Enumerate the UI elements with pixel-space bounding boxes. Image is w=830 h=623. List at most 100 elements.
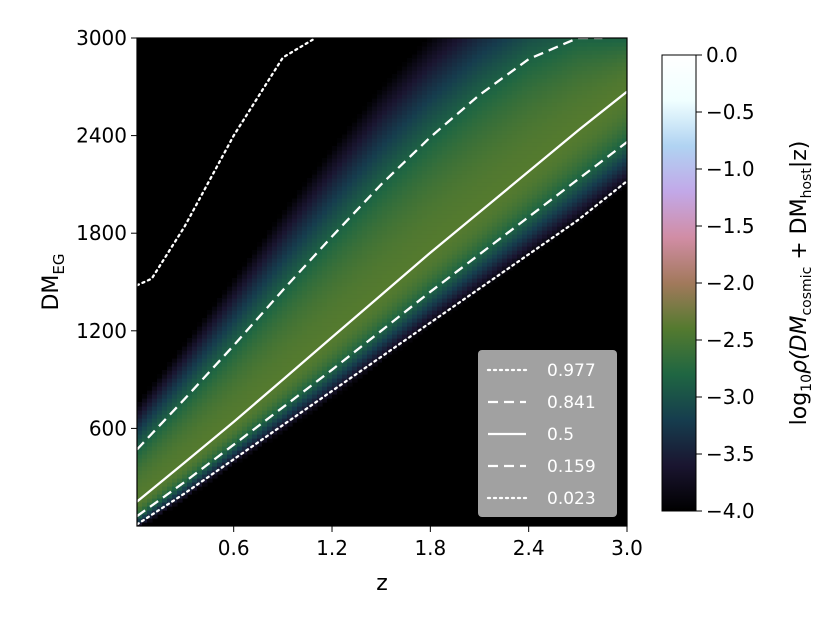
- heat-cell: [297, 274, 303, 279]
- heat-cell: [302, 262, 308, 267]
- heat-cell: [392, 246, 398, 251]
- heat-cell: [202, 462, 208, 467]
- heat-cell: [157, 498, 163, 503]
- heat-cell: [287, 226, 293, 231]
- heat-cell: [467, 62, 473, 67]
- heat-cell: [172, 382, 178, 387]
- heat-cell: [422, 134, 428, 139]
- heat-cell: [357, 238, 363, 243]
- heat-cell: [352, 370, 358, 375]
- heat-cell: [397, 154, 403, 159]
- heat-cell: [437, 130, 443, 135]
- heat-cell: [392, 130, 398, 135]
- heat-cell: [252, 298, 258, 303]
- heat-cell: [297, 334, 303, 339]
- heat-cell: [457, 146, 463, 151]
- heat-cell: [417, 254, 423, 259]
- heat-cell: [562, 166, 568, 171]
- heat-cell: [502, 202, 508, 207]
- heat-cell: [417, 130, 423, 135]
- heat-cell: [522, 138, 528, 143]
- heat-cell: [237, 438, 243, 443]
- heat-cell: [497, 70, 503, 75]
- heat-cell: [172, 390, 178, 395]
- heat-cell: [237, 286, 243, 291]
- heat-cell: [542, 174, 548, 179]
- heat-cell: [287, 210, 293, 215]
- heat-cell: [387, 302, 393, 307]
- heat-cell: [407, 150, 413, 155]
- heat-cell: [477, 234, 483, 239]
- heat-cell: [292, 306, 298, 311]
- heat-cell: [252, 338, 258, 343]
- heat-cell: [562, 118, 568, 123]
- heat-cell: [492, 46, 498, 51]
- heat-cell: [472, 110, 478, 115]
- heat-cell: [377, 106, 383, 111]
- heat-cell: [332, 238, 338, 243]
- heat-cell: [482, 254, 488, 259]
- heat-cell: [232, 278, 238, 283]
- heat-cell: [307, 302, 313, 307]
- heat-cell: [427, 74, 433, 79]
- heat-cell: [417, 330, 423, 335]
- heat-cell: [267, 374, 273, 379]
- heat-cell: [167, 470, 173, 475]
- heat-cell: [302, 342, 308, 347]
- heat-cell: [532, 154, 538, 159]
- heat-cell: [372, 302, 378, 307]
- heat-cell: [567, 62, 573, 67]
- heat-cell: [337, 174, 343, 179]
- heat-cell: [307, 306, 313, 311]
- heat-cell: [187, 358, 193, 363]
- heat-cell: [512, 222, 518, 227]
- heat-cell: [332, 322, 338, 327]
- heat-cell: [202, 334, 208, 339]
- heat-cell: [552, 230, 558, 235]
- heat-cell: [427, 114, 433, 119]
- heat-cell: [477, 138, 483, 143]
- heat-cell: [432, 150, 438, 155]
- heat-cell: [487, 46, 493, 51]
- heat-cell: [337, 170, 343, 175]
- heat-cell: [347, 306, 353, 311]
- heat-cell: [462, 210, 468, 215]
- heat-cell: [422, 122, 428, 127]
- heat-cell: [527, 54, 533, 59]
- heat-cell: [277, 218, 283, 223]
- heat-cell: [267, 366, 273, 371]
- heat-cell: [457, 122, 463, 127]
- heat-cell: [442, 198, 448, 203]
- heat-cell: [427, 142, 433, 147]
- heat-cell: [547, 166, 553, 171]
- heat-cell: [537, 158, 543, 163]
- heat-cell: [212, 418, 218, 423]
- heat-cell: [427, 66, 433, 71]
- heat-cell: [207, 346, 213, 351]
- heat-cell: [427, 218, 433, 223]
- heat-cell: [407, 310, 413, 315]
- heat-cell: [157, 398, 163, 403]
- heat-cell: [392, 230, 398, 235]
- heat-cell: [172, 478, 178, 483]
- heat-cell: [147, 450, 153, 455]
- heat-cell: [427, 202, 433, 207]
- heat-cell: [397, 66, 403, 71]
- heat-cell: [537, 154, 543, 159]
- heat-cell: [397, 262, 403, 267]
- heat-cell: [252, 314, 258, 319]
- heat-cell: [202, 330, 208, 335]
- heat-cell: [387, 350, 393, 355]
- heat-cell: [572, 202, 578, 207]
- heat-cell: [322, 314, 328, 319]
- heat-cell: [272, 410, 278, 415]
- heat-cell: [477, 258, 483, 263]
- heat-cell: [522, 142, 528, 147]
- heat-cell: [142, 406, 148, 411]
- heat-cell: [477, 90, 483, 95]
- heat-cell: [337, 282, 343, 287]
- heat-cell: [297, 350, 303, 355]
- heat-cell: [462, 86, 468, 91]
- heat-cell: [352, 126, 358, 131]
- heat-cell: [367, 238, 373, 243]
